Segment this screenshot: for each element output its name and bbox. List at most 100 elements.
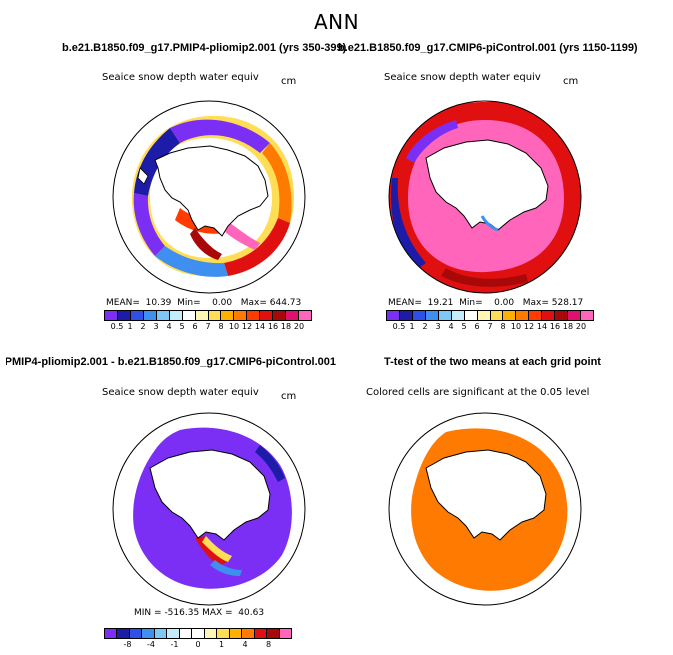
panel1-colorbar: 0.5 1 2 3 4 5 6 7 8 10 12 14 16 18 20: [104, 310, 312, 331]
colorbar-label: 7: [487, 322, 493, 331]
colorbar-label: 8: [218, 322, 224, 331]
colorbar-swatch: [167, 629, 180, 638]
panel4-polar-map: [388, 412, 582, 606]
colorbar-swatch: [299, 311, 311, 320]
colorbar-label: 20: [293, 322, 305, 331]
colorbar-label: 3: [435, 322, 441, 331]
colorbar-swatch: [503, 311, 517, 320]
colorbar-swatch: [154, 629, 168, 638]
colorbar-label: -8: [123, 640, 132, 649]
panel1-variable-label: Seaice snow depth water equiv: [102, 72, 259, 83]
panel3-variable-label: Seaice snow depth water equiv: [102, 387, 259, 398]
colorbar-swatch: [105, 311, 118, 320]
colorbar-label: 5: [461, 322, 467, 331]
colorbar-label: 1: [218, 640, 225, 649]
colorbar-label: 0: [195, 640, 201, 649]
colorbar-swatch: [542, 311, 556, 320]
colorbar-label: -4: [147, 640, 155, 649]
colorbar-label: 14: [254, 322, 266, 331]
colorbar-label: 20: [575, 322, 587, 331]
panel3-units: cm: [281, 391, 297, 402]
colorbar-swatch: [221, 311, 235, 320]
panel2-case-title: b.e21.B1850.f09_g17.CMIP6-piControl.001 …: [338, 42, 638, 54]
colorbar-swatch: [529, 311, 543, 320]
colorbar-swatch: [117, 629, 130, 638]
panel2-units: cm: [563, 76, 579, 87]
colorbar-label: 8: [500, 322, 506, 331]
panel2-polar-map: [388, 100, 582, 294]
colorbar-swatch: [204, 629, 218, 638]
colorbar-label: 16: [549, 322, 561, 331]
colorbar-swatch: [117, 311, 131, 320]
colorbar-label: 12: [523, 322, 535, 331]
panel4-variable-label: Colored cells are significant at the 0.0…: [366, 387, 590, 398]
colorbar-swatch: [412, 311, 426, 320]
colorbar-swatch: [179, 629, 193, 638]
colorbar-swatch: [195, 311, 209, 320]
colorbar-swatch: [254, 629, 268, 638]
colorbar-label: 5: [179, 322, 185, 331]
colorbar-swatch: [568, 311, 582, 320]
colorbar-label: 6: [192, 322, 198, 331]
panel1-antarctica-outline: [154, 145, 269, 237]
colorbar-swatch: [229, 629, 243, 638]
colorbar-swatch: [279, 629, 292, 638]
colorbar-swatch: [169, 311, 183, 320]
colorbar-swatch: [286, 311, 300, 320]
colorbar-swatch: [182, 311, 196, 320]
panel2-antarctica-outline: [425, 139, 549, 231]
colorbar-label: 16: [267, 322, 279, 331]
panel2-variable-label: Seaice snow depth water equiv: [384, 72, 541, 83]
colorbar-swatch: [242, 629, 255, 638]
colorbar-swatch: [273, 311, 287, 320]
colorbar-swatch: [477, 311, 491, 320]
colorbar-swatch: [142, 629, 155, 638]
colorbar-label: 0.5: [392, 322, 406, 331]
panel2-colorbar: 0.5 1 2 3 4 5 6 7 8 10 12 14 16 18 20: [386, 310, 594, 331]
panel3-stats: MIN = -516.35 MAX = 40.63: [134, 608, 265, 618]
colorbar-label: 10: [510, 322, 522, 331]
colorbar-swatch: [451, 311, 465, 320]
colorbar-swatch: [234, 311, 248, 320]
colorbar-swatch: [425, 311, 439, 320]
colorbar-label: 8: [265, 640, 272, 649]
panel1-units: cm: [281, 76, 297, 87]
colorbar-swatch: [516, 311, 530, 320]
figure-title: ANN: [313, 10, 360, 34]
colorbar-label: 2: [422, 322, 428, 331]
colorbar-label: 4: [448, 322, 454, 331]
panel4-antarctica-outline: [425, 449, 547, 541]
panel2-stats: MEAN= 19.21 Min= 0.00 Max= 528.17: [388, 298, 584, 308]
panel3-colorbar: -8 -4 -1 0 1 4 8: [104, 628, 292, 649]
colorbar-swatch: [490, 311, 504, 320]
colorbar-label: 6: [474, 322, 480, 331]
colorbar-label: 4: [166, 322, 172, 331]
colorbar-label: 18: [562, 322, 574, 331]
panel1-stats: MEAN= 10.39 Min= 0.00 Max= 644.73: [106, 298, 302, 308]
panel1-case-title: b.e21.B1850.f09_g17.PMIP4-pliomip2.001 (…: [62, 42, 347, 54]
colorbar-swatch: [247, 311, 261, 320]
colorbar-swatch: [267, 629, 280, 638]
colorbar-swatch: [217, 629, 230, 638]
colorbar-label: 14: [536, 322, 548, 331]
panel1-polar-map: [112, 100, 306, 294]
colorbar-label: 4: [242, 640, 248, 649]
colorbar-swatch: [438, 311, 452, 320]
colorbar-label: 12: [241, 322, 253, 331]
colorbar-label: 1: [409, 322, 415, 331]
colorbar-label: -1: [170, 640, 179, 649]
colorbar-label: 0.5: [110, 322, 124, 331]
panel3-antarctica-outline: [149, 449, 271, 541]
colorbar-swatch: [129, 629, 143, 638]
colorbar-swatch: [105, 629, 118, 638]
panel3-case-title: b.e21.B1850.f09_g17.PMIP4-pliomip2.001 -…: [6, 356, 336, 368]
colorbar-label: 1: [127, 322, 133, 331]
colorbar-swatch: [143, 311, 157, 320]
panel3-polar-map: [112, 412, 306, 606]
colorbar-swatch: [192, 629, 205, 638]
colorbar-swatch: [130, 311, 144, 320]
colorbar-swatch: [399, 311, 413, 320]
colorbar-swatch: [464, 311, 478, 320]
colorbar-label: 10: [228, 322, 240, 331]
colorbar-label: 3: [153, 322, 159, 331]
